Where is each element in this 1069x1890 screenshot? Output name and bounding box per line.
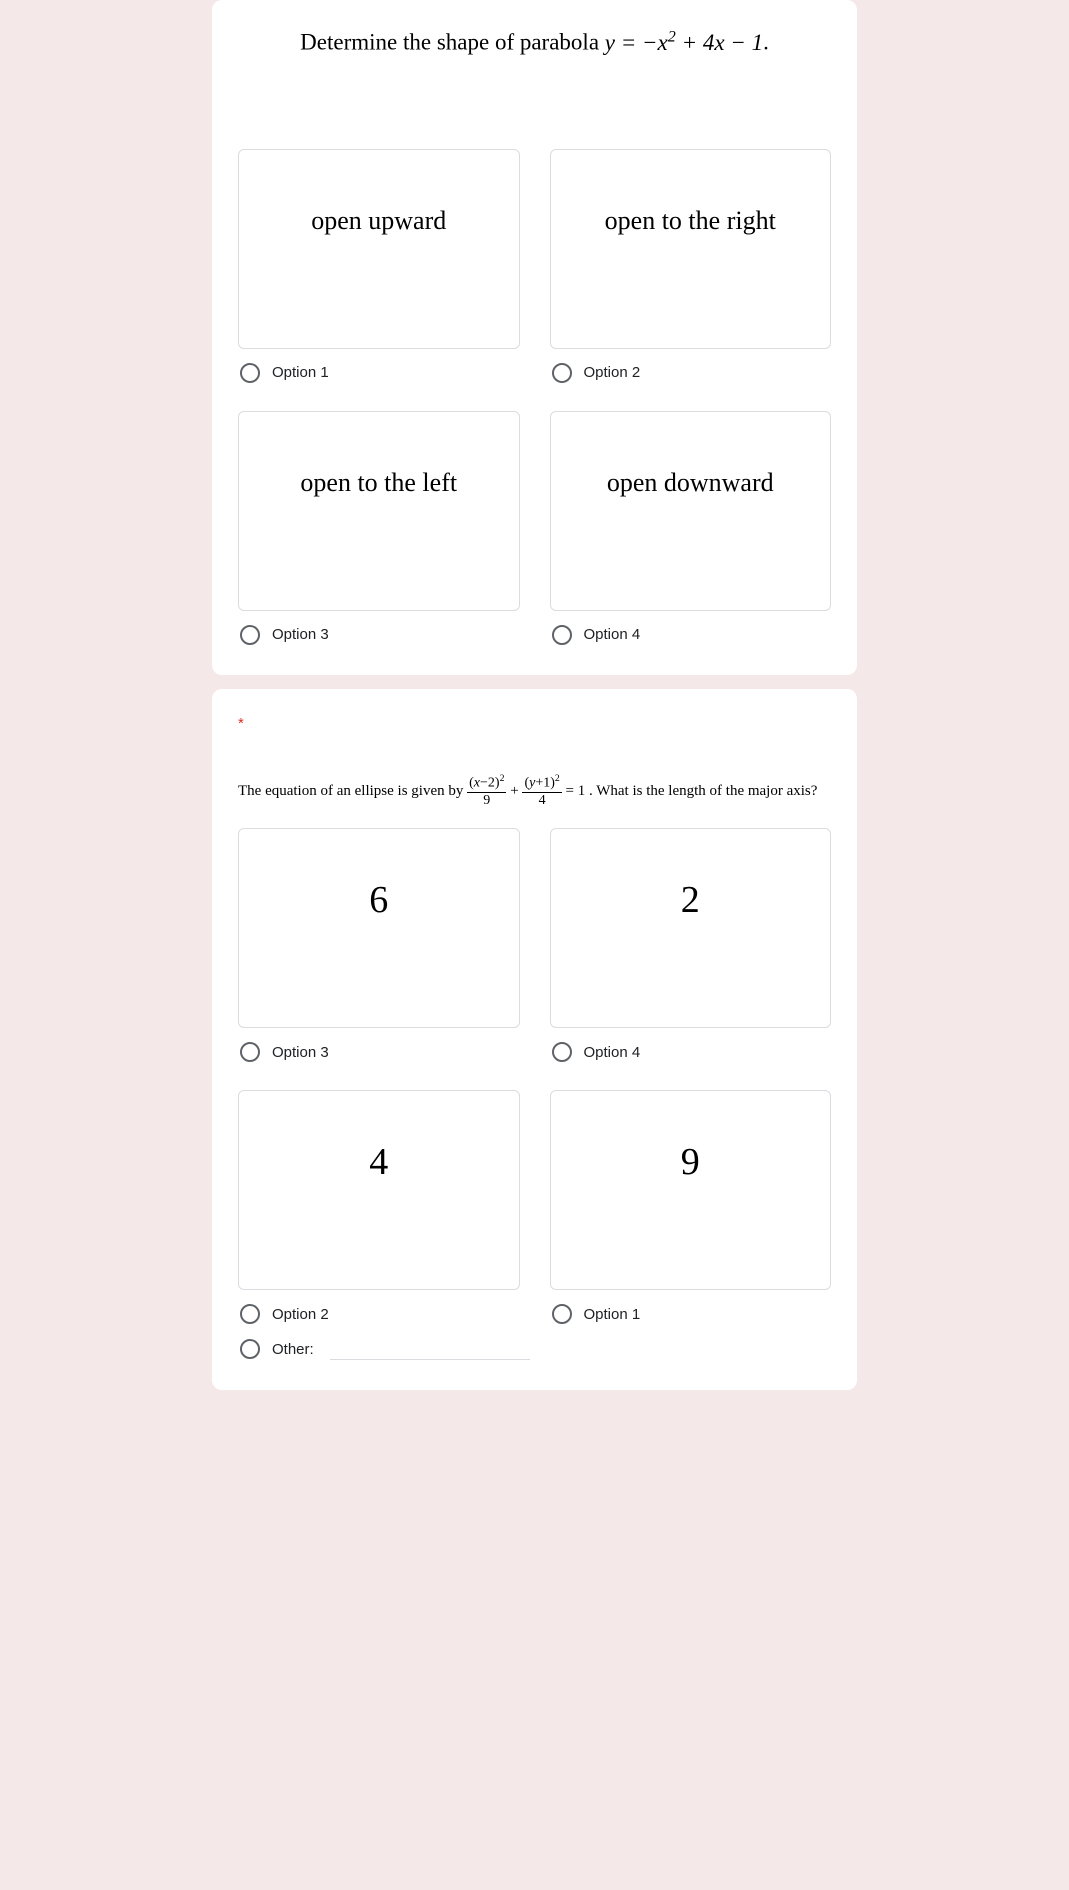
required-marker: * [238,715,244,732]
question-1-text: Determine the shape of parabola y = −x2 … [238,26,831,59]
option-cell-2: open to the right Option 2 [550,149,832,411]
q2-option-box-1-text: 6 [369,878,388,922]
option-box-2-text: open to the right [605,206,776,236]
prompt-after: = 1 . What is the length of the major ax… [566,783,818,799]
radio-icon[interactable] [552,1304,572,1324]
option-box-1-text: open upward [311,206,446,236]
radio-icon[interactable] [552,363,572,383]
question-2-prompt: The equation of an ellipse is given by (… [238,773,831,810]
q2-option-4-label: Option 1 [584,1306,641,1323]
q2-option-box-3-text: 4 [369,1140,388,1184]
option-2-label: Option 2 [584,364,641,381]
option-3-radio-row[interactable]: Option 3 [238,625,520,645]
radio-icon[interactable] [552,625,572,645]
q2-option-cell-2: 2 Option 4 [550,828,832,1090]
option-1-radio-row[interactable]: Option 1 [238,363,520,383]
option-4-label: Option 4 [584,626,641,643]
option-box-2[interactable]: open to the right [550,149,832,349]
radio-icon[interactable] [240,363,260,383]
option-3-label: Option 3 [272,626,329,643]
q2-option-box-1[interactable]: 6 [238,828,520,1028]
other-option-row[interactable]: Other: [238,1338,831,1360]
question-card-2: * The equation of an ellipse is given by… [212,689,857,1390]
page: Determine the shape of parabola y = −x2 … [122,0,947,1390]
q2-option-3-radio-row[interactable]: Option 2 [238,1304,520,1324]
option-box-3[interactable]: open to the left [238,411,520,611]
fraction-2-num: (y+1)2 [522,773,561,793]
q2-option-box-4-text: 9 [681,1140,700,1184]
question-2-options: 6 Option 3 2 Option 4 4 [238,828,831,1324]
fraction-1: (x−2)2 9 [467,773,506,810]
question-card-1: Determine the shape of parabola y = −x2 … [212,0,857,675]
q2-option-3-label: Option 2 [272,1306,329,1323]
q2-option-2-label: Option 4 [584,1044,641,1061]
radio-icon[interactable] [240,1339,260,1359]
option-cell-1: open upward Option 1 [238,149,520,411]
fraction-1-num: (x−2)2 [467,773,506,793]
q2-option-box-4[interactable]: 9 [550,1090,832,1290]
radio-icon[interactable] [240,625,260,645]
q2-option-cell-1: 6 Option 3 [238,828,520,1090]
q2-option-cell-4: 9 Option 1 [550,1090,832,1324]
other-input[interactable] [330,1338,530,1360]
option-2-radio-row[interactable]: Option 2 [550,363,832,383]
radio-icon[interactable] [240,1304,260,1324]
other-label: Other: [272,1341,314,1358]
q2-option-1-label: Option 3 [272,1044,329,1061]
fraction-2-den: 4 [522,793,561,810]
option-box-4-text: open downward [607,468,774,498]
question-1-prefix: Determine the shape of parabola [300,30,605,55]
q2-option-1-radio-row[interactable]: Option 3 [238,1042,520,1062]
radio-icon[interactable] [552,1042,572,1062]
option-box-4[interactable]: open downward [550,411,832,611]
question-1-options: open upward Option 1 open to the right O… [238,149,831,645]
option-box-1[interactable]: open upward [238,149,520,349]
radio-icon[interactable] [240,1042,260,1062]
plus-sign: + [510,783,518,799]
q2-option-box-2-text: 2 [681,878,700,922]
option-1-label: Option 1 [272,364,329,381]
q2-option-cell-3: 4 Option 2 [238,1090,520,1324]
q2-option-box-2[interactable]: 2 [550,828,832,1028]
fraction-2: (y+1)2 4 [522,773,561,810]
option-cell-4: open downward Option 4 [550,411,832,645]
q2-option-4-radio-row[interactable]: Option 1 [550,1304,832,1324]
option-cell-3: open to the left Option 3 [238,411,520,645]
fraction-1-den: 9 [467,793,506,810]
q2-option-2-radio-row[interactable]: Option 4 [550,1042,832,1062]
q2-option-box-3[interactable]: 4 [238,1090,520,1290]
prompt-before: The equation of an ellipse is given by [238,783,467,799]
option-box-3-text: open to the left [300,468,457,498]
question-1-math: y = −x2 + 4x − 1 [605,30,763,55]
question-1-suffix: . [763,30,769,55]
option-4-radio-row[interactable]: Option 4 [550,625,832,645]
